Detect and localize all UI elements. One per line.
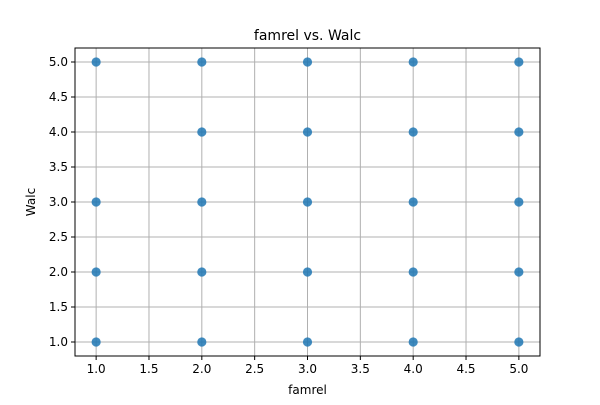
x-tick-label: 1.0: [87, 362, 106, 376]
data-point: [302, 337, 313, 347]
data-point: [197, 337, 207, 347]
data-point: [302, 267, 313, 277]
data-point: [91, 197, 101, 207]
data-point: [197, 197, 207, 207]
data-point: [408, 337, 418, 347]
data-point: [302, 197, 313, 207]
y-axis-ticks: 1.0 1.5 2.0 2.5 3.0 3.5 4.0 4.5 5.0: [49, 55, 75, 349]
x-tick-label: 3.5: [351, 362, 370, 376]
data-point: [197, 127, 207, 137]
data-point: [302, 57, 313, 67]
data-point: [197, 267, 207, 277]
y-tick-label: 1.5: [49, 300, 68, 314]
chart-title: famrel vs. Walc: [254, 28, 361, 44]
data-point: [514, 127, 524, 137]
x-tick-label: 3.0: [298, 362, 317, 376]
data-point: [302, 127, 313, 137]
y-axis-label: Walc: [24, 188, 38, 216]
data-point: [91, 267, 101, 277]
data-points: [91, 57, 524, 347]
data-point: [408, 57, 418, 67]
x-tick-label: 4.5: [456, 362, 475, 376]
data-point: [408, 127, 418, 137]
data-point: [408, 197, 418, 207]
y-tick-label: 3.0: [49, 195, 68, 209]
data-point: [514, 267, 524, 277]
y-tick-label: 3.5: [49, 160, 68, 174]
x-tick-label: 1.5: [139, 362, 158, 376]
x-tick-label: 2.5: [245, 362, 264, 376]
data-point: [91, 337, 101, 347]
x-tick-label: 5.0: [509, 362, 528, 376]
y-tick-label: 2.5: [49, 230, 68, 244]
x-axis-label: famrel: [288, 383, 327, 397]
data-point: [197, 57, 207, 67]
data-point: [514, 197, 524, 207]
y-tick-label: 2.0: [49, 265, 68, 279]
data-point: [514, 337, 524, 347]
y-tick-label: 4.5: [49, 90, 68, 104]
y-tick-label: 4.0: [49, 125, 68, 139]
y-tick-label: 1.0: [49, 335, 68, 349]
data-point: [408, 267, 418, 277]
data-point: [91, 57, 101, 67]
data-point: [514, 57, 524, 67]
y-tick-label: 5.0: [49, 55, 68, 69]
x-tick-label: 2.0: [192, 362, 211, 376]
x-tick-label: 4.0: [404, 362, 423, 376]
x-axis-ticks: 1.0 1.5 2.0 2.5 3.0 3.5 4.0 4.5 5.0: [87, 356, 528, 376]
